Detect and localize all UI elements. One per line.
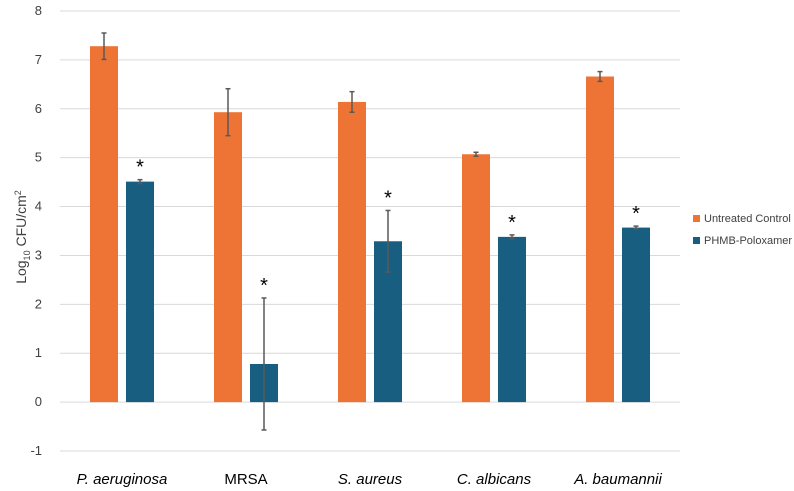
x-category-label-mrsa: MRSA xyxy=(224,471,267,488)
legend: Untreated Control PHMB-Poloxamer xyxy=(693,213,792,247)
error-bar-untreated-control-a-baumannii xyxy=(597,70,603,83)
significance-marker-a-baumannii: * xyxy=(632,203,640,225)
y-axis-title: Log10 CFU/cm2 xyxy=(13,190,32,284)
y-axis-title-superscript: 2 xyxy=(13,190,23,195)
y-tick-label: 4 xyxy=(35,199,42,214)
y-tick-label: 1 xyxy=(35,345,42,360)
bar-untreated-control-c-albicans xyxy=(462,154,490,403)
y-axis-title-main: Log xyxy=(13,260,29,283)
error-bar-phmb-poloxamer-p-aeruginosa xyxy=(137,178,143,185)
significance-marker-p-aeruginosa: * xyxy=(136,157,144,179)
y-tick-label: 3 xyxy=(35,247,42,262)
error-bar-phmb-poloxamer-c-albicans xyxy=(509,234,515,240)
legend-label-phmb-poloxamer: PHMB-Poloxamer xyxy=(704,235,792,247)
y-tick-label: 8 xyxy=(35,3,42,18)
bar-untreated-control-mrsa xyxy=(214,112,242,403)
y-axis-ticks: -1 0 1 2 3 4 5 6 7 8 xyxy=(30,3,42,458)
bars xyxy=(90,46,650,403)
error-bar-untreated-control-s-aureus xyxy=(349,90,355,113)
x-category-label-s-aureus: S. aureus xyxy=(338,471,403,488)
legend-label-untreated-control: Untreated Control xyxy=(704,213,791,225)
significance-marker-c-albicans: * xyxy=(508,212,516,234)
y-tick-label: -1 xyxy=(30,443,42,458)
y-axis-title-subscript: 10 xyxy=(22,250,32,260)
bar-phmb-poloxamer-a-baumannii xyxy=(622,227,650,403)
y-axis-title-rest: CFU/cm xyxy=(13,195,29,250)
bar-phmb-poloxamer-c-albicans xyxy=(498,236,526,403)
y-tick-label: 7 xyxy=(35,52,42,67)
error-bar-phmb-poloxamer-mrsa xyxy=(261,297,267,431)
y-tick-label: 2 xyxy=(35,296,42,311)
x-category-label-a-baumannii: A. baumannii xyxy=(573,471,662,488)
legend-swatch-phmb-poloxamer xyxy=(693,237,700,244)
x-category-label-p-aeruginosa: P. aeruginosa xyxy=(77,471,168,488)
significance-marker-mrsa: * xyxy=(260,275,268,297)
significance-markers: * * * * * xyxy=(136,157,640,297)
y-tick-label: 5 xyxy=(35,150,42,165)
bar-untreated-control-s-aureus xyxy=(338,101,366,403)
legend-swatch-untreated-control xyxy=(693,215,700,222)
y-tick-label: 6 xyxy=(35,101,42,116)
error-bar-untreated-control-c-albicans xyxy=(473,151,479,157)
error-bars xyxy=(101,32,639,431)
x-axis-categories: P. aeruginosa MRSA S. aureus C. albicans A. … xyxy=(77,471,663,488)
x-category-label-c-albicans: C. albicans xyxy=(457,471,532,488)
bar-untreated-control-a-baumannii xyxy=(586,76,614,403)
error-bar-phmb-poloxamer-a-baumannii xyxy=(633,225,639,230)
significance-marker-s-aureus: * xyxy=(384,187,392,209)
y-tick-label: 0 xyxy=(35,394,42,409)
bar-untreated-control-p-aeruginosa xyxy=(90,46,118,403)
error-bar-untreated-control-mrsa xyxy=(225,87,231,137)
gridlines xyxy=(60,10,680,452)
error-bar-untreated-control-p-aeruginosa xyxy=(101,32,107,61)
bar-phmb-poloxamer-p-aeruginosa xyxy=(126,181,154,403)
error-bar-phmb-poloxamer-s-aureus xyxy=(385,209,391,273)
